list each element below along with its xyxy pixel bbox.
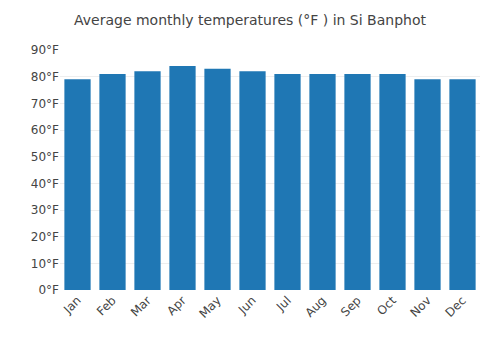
svg-text:40°F: 40°F <box>31 177 59 191</box>
svg-text:Dec: Dec <box>443 293 469 319</box>
svg-text:0°F: 0°F <box>38 283 59 297</box>
svg-text:May: May <box>196 293 223 320</box>
svg-text:Feb: Feb <box>94 293 119 318</box>
svg-text:Average monthly temperatures (: Average monthly temperatures (°F ) in Si… <box>74 12 426 28</box>
svg-text:Mar: Mar <box>128 293 154 319</box>
svg-text:Oct: Oct <box>374 293 399 318</box>
svg-text:70°F: 70°F <box>31 97 59 111</box>
svg-text:Jun: Jun <box>235 293 259 317</box>
svg-text:Jul: Jul <box>273 293 294 314</box>
svg-text:Sep: Sep <box>338 293 364 319</box>
svg-text:Aug: Aug <box>302 293 328 319</box>
svg-text:60°F: 60°F <box>31 123 59 137</box>
svg-text:80°F: 80°F <box>31 70 59 84</box>
svg-text:20°F: 20°F <box>31 230 59 244</box>
svg-text:30°F: 30°F <box>31 203 59 217</box>
svg-text:Apr: Apr <box>164 293 189 318</box>
svg-text:50°F: 50°F <box>31 150 59 164</box>
svg-text:10°F: 10°F <box>31 257 59 271</box>
svg-text:Nov: Nov <box>407 293 433 319</box>
svg-text:Jan: Jan <box>60 293 84 317</box>
svg-text:90°F: 90°F <box>31 43 59 57</box>
